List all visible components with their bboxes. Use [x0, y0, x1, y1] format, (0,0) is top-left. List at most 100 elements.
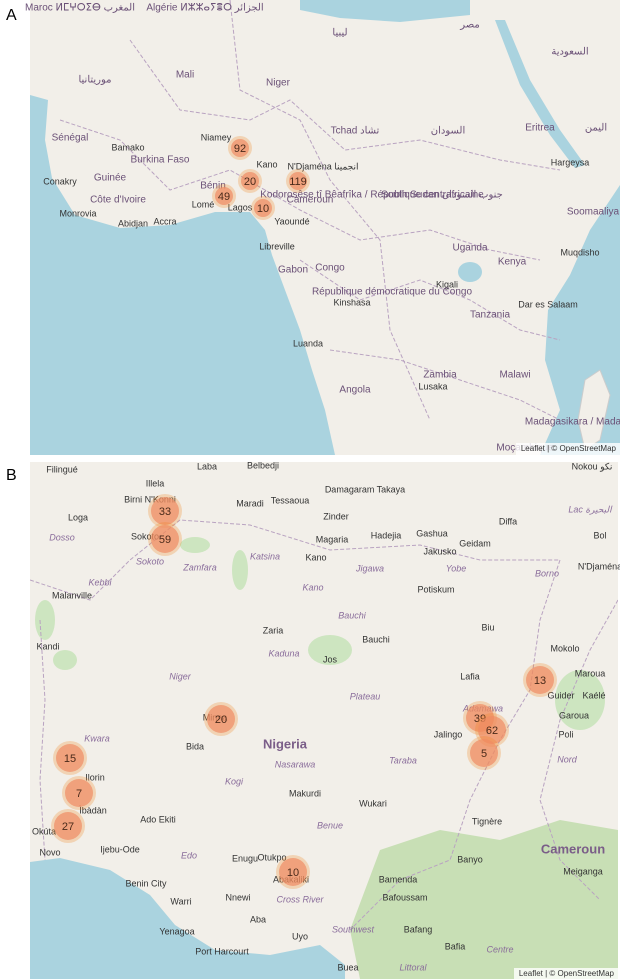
place-label: Cameroun [541, 841, 605, 856]
place-label: Belbedji [247, 460, 279, 470]
place-label: Littoral [399, 962, 427, 972]
place-label: Madagasikara / Madagascar [525, 417, 620, 428]
place-label: Nokou نكو [572, 461, 613, 472]
place-label: Angola [339, 385, 371, 396]
place-label: Banyo [457, 854, 483, 864]
place-label: Diffa [499, 516, 517, 526]
place-label: Abidjan [118, 218, 148, 228]
place-label: Zaria [263, 625, 284, 635]
place-label: Port Harcourt [195, 946, 249, 956]
place-label: Sokoto [131, 531, 159, 541]
place-label: Ilorin [85, 772, 105, 782]
place-label: Birni N'Konni [124, 494, 176, 504]
place-label: Centre [486, 944, 513, 954]
place-label: Benue [317, 820, 343, 830]
place-label: Bénin [200, 181, 226, 192]
place-label: مصر [459, 20, 480, 31]
place-label: Lagos [228, 202, 253, 212]
place-label: Mokolo [550, 643, 579, 653]
place-label: Cameroun [287, 195, 334, 206]
place-label: Kenya [498, 257, 527, 268]
place-label: Yenagoa [159, 926, 194, 936]
place-label: Lac البحيرة [568, 504, 613, 515]
place-label: Kodorosêse tî Bêafrîka / République cent… [260, 190, 484, 201]
place-label: Bamako [111, 142, 144, 152]
place-label: Uganda [452, 243, 487, 254]
cluster [254, 199, 272, 217]
place-label: Conakry [43, 176, 77, 186]
cluster [279, 858, 307, 886]
cluster [241, 172, 259, 190]
place-label: Uyo [292, 931, 308, 941]
place-label: Jos [323, 654, 338, 664]
place-label: Burkina Faso [131, 155, 190, 166]
place-label: Aba [250, 914, 266, 924]
place-label: N'Djaména انجمينا [288, 161, 359, 171]
place-label: Congo [315, 263, 345, 274]
place-label: Okúta [32, 826, 56, 836]
cluster [65, 779, 93, 807]
place-label: Potiskum [417, 584, 454, 594]
place-label: Eritrea [525, 123, 555, 134]
place-label: Côte d'Ivoire [90, 195, 146, 206]
place-label: Muqdisho [560, 247, 599, 257]
place-label: اليمن [585, 123, 607, 134]
place-label: ليبيا [332, 28, 347, 39]
map-b-base [30, 462, 618, 979]
place-label: Ado Ekiti [140, 814, 176, 824]
place-label: Buea [337, 962, 358, 972]
map-a-base [30, 0, 620, 455]
place-label: Lomé [192, 199, 215, 209]
place-label: Garoua [559, 710, 589, 720]
cluster [526, 666, 554, 694]
place-label: Bafang [404, 924, 433, 934]
place-label: Gashua [416, 528, 448, 538]
place-label: Malanville [52, 590, 92, 600]
place-label: Wukari [359, 798, 387, 808]
place-label: Enugu [232, 853, 258, 863]
cluster-count: 20 [215, 714, 227, 726]
place-label: Edo [181, 850, 197, 860]
place-label: Accra [153, 216, 176, 226]
attribution-bg [514, 968, 618, 979]
place-label: Mali [176, 70, 194, 81]
place-label: Soomaaliya [567, 207, 620, 218]
place-label: Nord [557, 754, 578, 764]
cluster-count: 15 [64, 753, 76, 765]
cluster-count: 33 [159, 506, 171, 518]
place-label: Laba [197, 461, 217, 471]
place-label: Monrovia [59, 208, 96, 218]
cluster-count: 119 [289, 176, 307, 188]
place-label: Zinder [323, 511, 349, 521]
place-label: Sokoto [136, 556, 164, 566]
cluster-count: 27 [62, 821, 74, 833]
place-label: Tessaoua [271, 495, 310, 505]
place-label: Gabon [278, 265, 308, 276]
panel-label: A [6, 7, 17, 24]
place-label: Dar es Salaam [518, 299, 578, 309]
cluster-count: 62 [486, 725, 498, 737]
cluster-count: 49 [218, 191, 230, 203]
cluster [470, 739, 498, 767]
place-label: Guinée [94, 173, 127, 184]
place-label: Kogi [225, 776, 244, 786]
place-label: Biu [481, 622, 494, 632]
place-label: Southwest [332, 924, 375, 934]
place-label: السعودية [551, 47, 588, 58]
cluster [56, 744, 84, 772]
place-label: Zambia [423, 370, 457, 381]
place-label: Niamey [201, 132, 232, 142]
place-label: Otukpo [257, 852, 286, 862]
place-label: Katsina [250, 551, 280, 561]
place-label: Tchad تشاد [331, 126, 380, 137]
place-label: Jigawa [355, 563, 384, 573]
place-label: Bafoussam [382, 892, 427, 902]
attribution: Leaflet | © OpenStreetMap [521, 444, 617, 453]
place-label: Guider [547, 690, 574, 700]
place-label: Nnewi [225, 892, 250, 902]
place-label: Tanzania [470, 310, 510, 321]
place-label: Meiganga [563, 866, 603, 876]
place-label: Yobe [446, 563, 467, 573]
place-label: Yaoundé [274, 216, 309, 226]
place-label: Maroc ⵍⵎⵖⵔⵉⴱ المغرب [25, 3, 135, 14]
